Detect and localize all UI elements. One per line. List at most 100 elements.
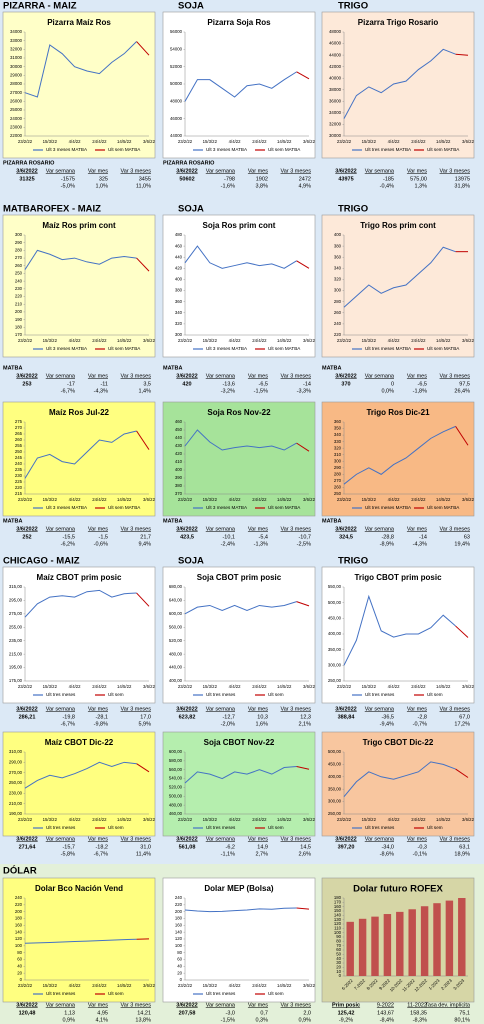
y-tick-label: 500,00	[328, 749, 342, 754]
stats-head: Var 3 meses	[121, 706, 152, 712]
stats-head: Var semana	[206, 836, 236, 842]
y-tick-label: 400,00	[328, 774, 342, 779]
x-tick-label: 3/6/22	[143, 983, 156, 988]
y-tick-label: 175,00	[9, 678, 23, 683]
stats-value: -19,8	[62, 714, 75, 720]
y-tick-label: 20	[177, 970, 182, 975]
y-tick-label: 200	[15, 309, 23, 314]
stats-value: 31,0	[140, 844, 151, 850]
stats-value: -6,5	[418, 381, 427, 387]
bar	[358, 918, 367, 976]
stats-head: 3/6/2022	[335, 373, 356, 379]
x-tick-label: 23/2/22	[178, 684, 193, 689]
stats-head: Var 3 meses	[440, 526, 471, 532]
stats-value: -13,6	[222, 381, 235, 387]
stats-head: Var 3 meses	[121, 373, 152, 379]
x-tick-label: 15/3/22	[362, 817, 377, 822]
stats-value: 253	[22, 381, 31, 387]
x-tick-label: 4/4/22	[69, 817, 82, 822]
y-tick-label: 220	[15, 294, 23, 299]
y-tick-label: 275	[15, 419, 23, 424]
stats-value: -5,4	[259, 534, 268, 540]
stats-change: 31,8%	[454, 183, 470, 189]
stats-value: 50602	[179, 176, 194, 182]
y-tick-label: 370	[175, 491, 183, 496]
stats-head: Var mes	[88, 168, 108, 174]
x-tick-label: 3/6/22	[303, 983, 316, 988]
x-tick-label: 15/3/22	[43, 338, 58, 343]
chart-panel	[321, 566, 475, 704]
x-tick-label: 15/3/22	[362, 139, 377, 144]
legend-label: Ult tres meses	[46, 991, 76, 996]
legend-label: Ult sem MATBA	[108, 147, 141, 152]
x-tick-label: 4/4/22	[229, 817, 242, 822]
stats-value: 286,21	[19, 714, 36, 720]
y-tick-label: 180	[334, 895, 342, 900]
chart-title: Soja CBOT prim posic	[197, 573, 282, 582]
y-tick-label: 260	[334, 485, 342, 490]
y-tick-label: 100	[175, 943, 183, 948]
stats-head: 11-2022	[407, 1002, 427, 1008]
stats-head: Var 3 meses	[121, 526, 152, 532]
series-line	[455, 426, 469, 446]
stats-value: 21,7	[140, 534, 151, 540]
stats-head: Var 3 meses	[121, 168, 152, 174]
stats-change: -2,5%	[297, 541, 311, 547]
section-header: TRIGO	[338, 204, 368, 215]
stats-change: -9,4%	[380, 721, 394, 727]
series-line	[24, 589, 137, 618]
series-line	[296, 442, 310, 452]
stats-head: 3/6/2022	[176, 706, 197, 712]
x-tick-label: 15/3/22	[43, 684, 58, 689]
x-tick-label: 24/4/22	[92, 684, 107, 689]
y-tick-label: 360	[175, 299, 183, 304]
section-header: CHICAGO - MAIZ	[3, 556, 80, 567]
x-tick-label: 15/3/22	[203, 497, 218, 502]
y-tick-label: 270,00	[9, 770, 23, 775]
legend-label: Ult sem MATBA	[268, 505, 301, 510]
chart-panel	[321, 214, 475, 358]
y-tick-label: 210	[15, 301, 23, 306]
chart-panel	[162, 11, 316, 159]
stats-value: 4,95	[97, 1010, 108, 1016]
x-tick-label: 15/3/22	[362, 497, 377, 502]
legend-label: Ult tres meses	[206, 692, 236, 697]
y-tick-label: 440,00	[169, 665, 183, 670]
chart-panel	[162, 566, 316, 704]
stats-value: 561,08	[179, 844, 196, 850]
y-tick-label: 200	[175, 909, 183, 914]
y-tick-label: 250,00	[9, 780, 23, 785]
y-tick-label: 500,00	[169, 793, 183, 798]
stats-change: -8,6%	[380, 851, 394, 857]
y-tick-label: 0	[180, 977, 183, 982]
stats-value: 75,1	[459, 1010, 470, 1016]
stats-value: -6,2	[226, 844, 235, 850]
y-tick-label: 225	[15, 479, 23, 484]
chart-title: Soja CBOT Nov-22	[204, 738, 275, 747]
stats-change: -5,0%	[61, 183, 75, 189]
bar	[371, 916, 379, 976]
chart-title: Maíz CBOT prim posic	[37, 573, 122, 582]
stats-value: -15,7	[62, 844, 75, 850]
bar	[445, 900, 454, 976]
y-tick-label: 310	[334, 452, 342, 457]
stats-change: 5,9%	[138, 721, 151, 727]
x-tick-label: 24/4/22	[92, 139, 107, 144]
stats-change: -1,5%	[254, 388, 268, 394]
stats-change: -6,7%	[61, 388, 75, 394]
y-tick-label: 40	[336, 956, 341, 961]
stats-head: Tasa dev. implícita	[425, 1002, 471, 1008]
series-line	[296, 601, 310, 607]
stats-value: 3,5	[143, 381, 151, 387]
legend-label: Ult sem MATBA	[108, 346, 141, 351]
stats-change: -0,7%	[413, 721, 427, 727]
legend-label: Ult sem MATBA	[268, 147, 301, 152]
chart-title: Pizarra Maíz Ros	[47, 18, 111, 27]
chart-title: Pizarra Trigo Rosario	[358, 18, 439, 27]
x-tick-label: 24/4/22	[252, 817, 267, 822]
section-header: DÓLAR	[3, 865, 37, 877]
x-tick-label: 23/2/22	[337, 817, 352, 822]
stats-change: 0,9%	[62, 1017, 75, 1023]
stats-value: -17	[67, 381, 75, 387]
y-tick-label: 26000	[10, 98, 23, 103]
